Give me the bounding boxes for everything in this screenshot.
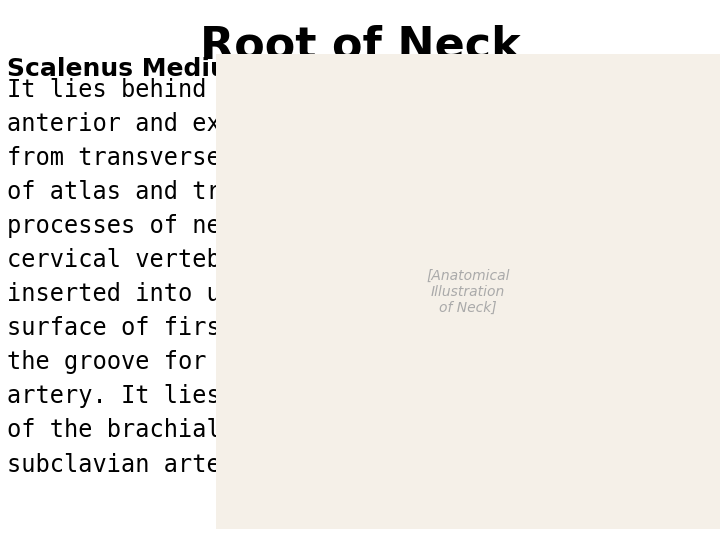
FancyBboxPatch shape [216, 54, 720, 529]
Text: inserted into upper: inserted into upper [7, 282, 278, 306]
Text: surface of first rib behind: surface of first rib behind [7, 316, 392, 340]
Text: processes of next five: processes of next five [7, 214, 320, 238]
Text: cervical vertebrae to be: cervical vertebrae to be [7, 248, 349, 272]
Text: anterior and extends: anterior and extends [7, 112, 292, 136]
Text: of the brachial plexus and: of the brachial plexus and [7, 418, 378, 442]
Text: It lies behind scalenus: It lies behind scalenus [7, 78, 335, 102]
Text: the groove for subclavian: the groove for subclavian [7, 350, 364, 374]
Text: artery. It lies behind roots: artery. It lies behind roots [7, 384, 406, 408]
Text: of atlas and transverse: of atlas and transverse [7, 180, 335, 204]
Text: from transverse process: from transverse process [7, 146, 335, 170]
Text: [Anatomical
Illustration
of Neck]: [Anatomical Illustration of Neck] [426, 268, 510, 315]
Text: Scalenus Medius: Scalenus Medius [7, 57, 243, 80]
Text: subclavian artery.: subclavian artery. [7, 453, 264, 476]
Text: Root of Neck: Root of Neck [199, 24, 521, 68]
